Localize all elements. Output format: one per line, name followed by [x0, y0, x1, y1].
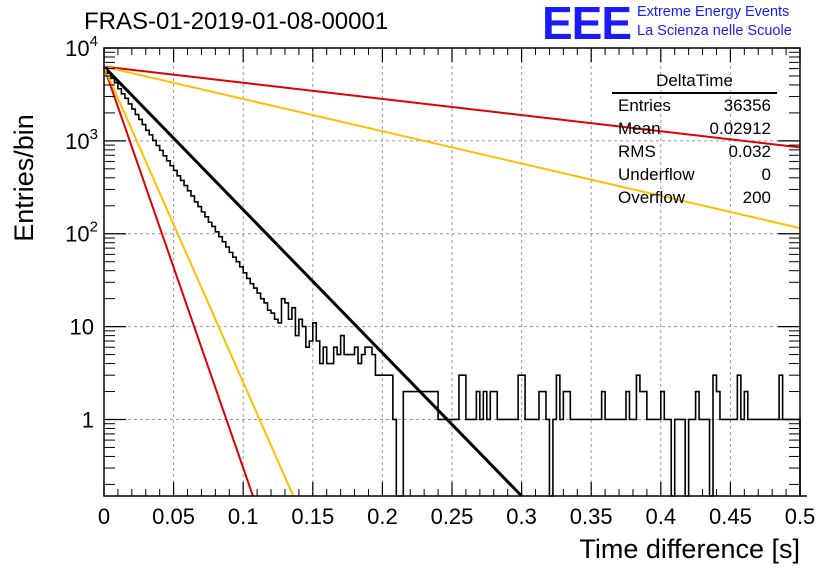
- x-tick-label: 0.1: [228, 504, 259, 529]
- chart-title: FRAS-01-2019-01-08-00001: [84, 8, 389, 35]
- stats-box-title: DeltaTime: [612, 70, 777, 94]
- eee-logo: EEE: [542, 0, 632, 49]
- stats-row-underflow: Underflow 0: [612, 163, 777, 186]
- y-tick-label: 103: [65, 126, 98, 154]
- y-tick-label: 1: [82, 407, 94, 432]
- logo-caption: Extreme Energy Events La Scienza nelle S…: [637, 3, 792, 41]
- fit-line-3: [103, 65, 801, 230]
- x-tick-label: 0.2: [367, 504, 398, 529]
- grid-lines: [104, 48, 800, 496]
- stats-box: DeltaTime Entries 36356 Mean 0.02912 RMS 0.…: [612, 70, 777, 209]
- logo-caption-line2: La Scienza nelle Scuole: [637, 23, 792, 39]
- x-tick-label: 0.45: [709, 504, 752, 529]
- stats-label: Underflow: [618, 165, 695, 184]
- fit-line-2: [103, 66, 254, 497]
- x-tick-label: 0.3: [506, 504, 537, 529]
- stats-label: RMS: [618, 142, 656, 161]
- stats-row-entries: Entries 36356: [612, 94, 777, 117]
- axis-ticks: 0 0.05 0.1 0.15 0.2 0.25 0.3 0.35 0.4 0.45 0.5 1 10 1…: [65, 33, 815, 529]
- fit-line-4: [103, 66, 295, 497]
- fit-line-1: [103, 65, 801, 149]
- stats-value: 0: [761, 165, 771, 184]
- x-tick-label: 0.35: [570, 504, 613, 529]
- stats-label: Entries: [618, 96, 671, 115]
- stats-row-rms: RMS 0.032: [612, 140, 777, 163]
- x-tick-label: 0: [98, 504, 110, 529]
- y-tick-label: 102: [65, 219, 98, 247]
- x-tick-label: 0.5: [785, 504, 816, 529]
- fit-lines: [102, 65, 801, 498]
- stats-value: 0.02912: [709, 119, 771, 138]
- logo-caption-line1: Extreme Energy Events: [637, 4, 790, 20]
- x-tick-label: 0.25: [431, 504, 474, 529]
- x-axis-label: Time difference [s]: [579, 534, 800, 564]
- x-tick-label: 0.15: [291, 504, 334, 529]
- stats-row-overflow: Overflow 200: [612, 186, 777, 209]
- y-tick-label: 10: [70, 315, 94, 340]
- stats-value: 0.032: [728, 142, 771, 161]
- stats-value: 36356: [723, 96, 771, 115]
- stats-label: Overflow: [618, 188, 686, 207]
- y-tick-label: 104: [65, 33, 98, 61]
- stats-value: 200: [742, 188, 771, 207]
- stats-row-mean: Mean 0.02912: [612, 117, 777, 140]
- stats-label: Mean: [618, 119, 661, 138]
- fit-line-0: [102, 65, 523, 498]
- x-tick-label: 0.4: [646, 504, 677, 529]
- x-tick-label: 0.05: [152, 504, 195, 529]
- y-axis-label: Entries/bin: [9, 114, 39, 242]
